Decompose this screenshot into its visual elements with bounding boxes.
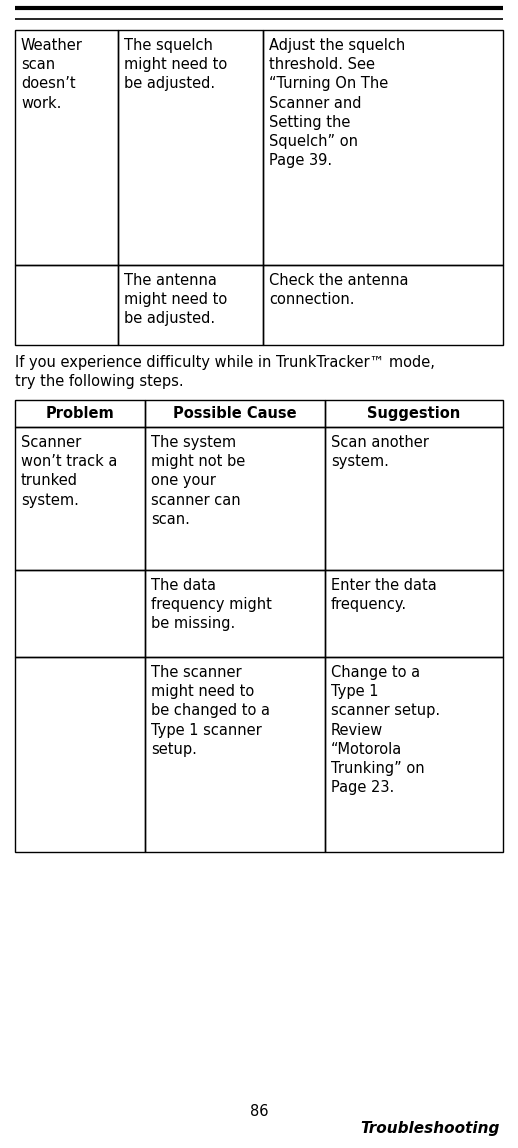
- Bar: [118, 30, 263, 265]
- Bar: [15, 265, 118, 346]
- Bar: [145, 427, 325, 571]
- Text: If you experience difficulty while in TrunkTracker™ mode,
try the following step: If you experience difficulty while in Tr…: [15, 355, 435, 389]
- Text: Possible Cause: Possible Cause: [173, 406, 297, 421]
- Text: Problem: Problem: [46, 406, 114, 421]
- Bar: [145, 657, 325, 852]
- Bar: [325, 400, 503, 427]
- Bar: [15, 30, 118, 265]
- Text: Check the antenna
connection.: Check the antenna connection.: [269, 273, 409, 308]
- Text: Suggestion: Suggestion: [367, 406, 461, 421]
- Text: Change to a
Type 1
scanner setup.
Review
“Motorola
Trunking” on
Page 23.: Change to a Type 1 scanner setup. Review…: [331, 665, 440, 796]
- Bar: [15, 657, 145, 852]
- Text: The antenna
might need to
be adjusted.: The antenna might need to be adjusted.: [124, 273, 227, 326]
- Text: The squelch
might need to
be adjusted.: The squelch might need to be adjusted.: [124, 38, 227, 92]
- Text: The scanner
might need to
be changed to a
Type 1 scanner
setup.: The scanner might need to be changed to …: [151, 665, 270, 757]
- Text: Scan another
system.: Scan another system.: [331, 435, 429, 470]
- Text: The system
might not be
one your
scanner can
scan.: The system might not be one your scanner…: [151, 435, 245, 527]
- Bar: [263, 265, 503, 346]
- Bar: [263, 30, 503, 265]
- Text: The data
frequency might
be missing.: The data frequency might be missing.: [151, 577, 272, 631]
- Bar: [15, 400, 145, 427]
- Bar: [145, 400, 325, 427]
- Text: Adjust the squelch
threshold. See
“Turning On The
Scanner and
Setting the
Squelc: Adjust the squelch threshold. See “Turni…: [269, 38, 405, 169]
- Bar: [15, 571, 145, 657]
- Bar: [325, 657, 503, 852]
- Bar: [118, 265, 263, 346]
- Bar: [145, 571, 325, 657]
- Bar: [325, 427, 503, 571]
- Text: Enter the data
frequency.: Enter the data frequency.: [331, 577, 437, 612]
- Text: Weather
scan
doesn’t
work.: Weather scan doesn’t work.: [21, 38, 83, 110]
- Bar: [325, 571, 503, 657]
- Text: Scanner
won’t track a
trunked
system.: Scanner won’t track a trunked system.: [21, 435, 118, 507]
- Text: 86: 86: [250, 1104, 268, 1119]
- Text: Troubleshooting: Troubleshooting: [361, 1120, 500, 1135]
- Bar: [15, 427, 145, 571]
